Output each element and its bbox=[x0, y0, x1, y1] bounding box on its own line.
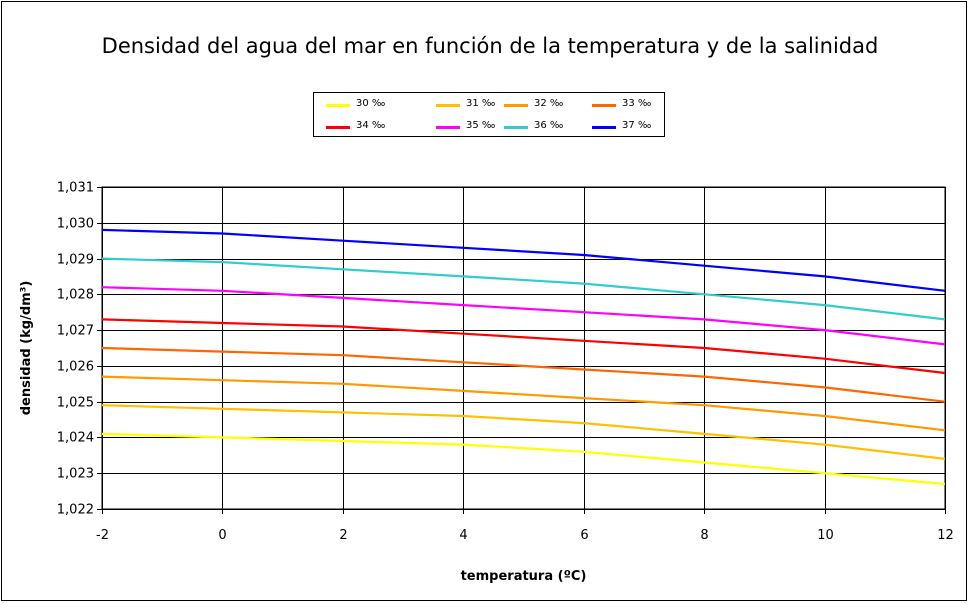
x-tick-label: 2 bbox=[339, 528, 347, 543]
legend-item: 37 ‰ bbox=[592, 119, 672, 135]
legend-item: 34 ‰ bbox=[326, 119, 406, 135]
legend-item: 31 ‰ bbox=[436, 97, 516, 113]
x-tick-label: 10 bbox=[817, 528, 834, 543]
series-line bbox=[101, 375, 946, 432]
y-tick-label: 1,026 bbox=[57, 360, 94, 375]
x-tick-label: 6 bbox=[580, 528, 588, 543]
legend-label: 33 ‰ bbox=[622, 98, 652, 109]
legend-label: 34 ‰ bbox=[356, 120, 386, 131]
legend-label: 35 ‰ bbox=[466, 120, 496, 131]
series-line bbox=[101, 286, 946, 346]
legend-label: 30 ‰ bbox=[356, 98, 386, 109]
legend-swatch bbox=[592, 126, 616, 129]
series-line bbox=[101, 228, 946, 292]
y-tick-label: 1,029 bbox=[57, 253, 94, 268]
y-axis-title: densidad (kg/dm³) bbox=[19, 281, 34, 416]
series-line bbox=[101, 404, 946, 460]
chart-title: Densidad del agua del mar en función de … bbox=[101, 34, 879, 58]
x-tick-label: -2 bbox=[96, 528, 109, 543]
y-tick-label: 1,025 bbox=[57, 396, 94, 411]
legend-item: 36 ‰ bbox=[504, 119, 584, 135]
x-tick-label: 8 bbox=[700, 528, 708, 543]
series-line bbox=[101, 346, 946, 403]
x-tick-label: 12 bbox=[937, 528, 954, 543]
legend-label: 37 ‰ bbox=[622, 120, 652, 131]
y-tick-label: 1,023 bbox=[57, 467, 94, 482]
legend-item: 30 ‰ bbox=[326, 97, 406, 113]
legend-label: 32 ‰ bbox=[534, 98, 564, 109]
legend-swatch bbox=[436, 126, 460, 129]
legend-item: 32 ‰ bbox=[504, 97, 584, 113]
legend-swatch bbox=[436, 104, 460, 107]
legend-item: 35 ‰ bbox=[436, 119, 516, 135]
y-tick-label: 1,027 bbox=[57, 324, 94, 339]
x-axis-title: temperatura (ºC) bbox=[461, 569, 587, 584]
legend-swatch bbox=[326, 126, 350, 129]
legend-label: 36 ‰ bbox=[534, 120, 564, 131]
series-line bbox=[101, 318, 946, 375]
legend-swatch bbox=[592, 104, 616, 107]
y-tick-label: 1,030 bbox=[57, 217, 94, 232]
y-tick-label: 1,024 bbox=[57, 431, 94, 446]
legend: 30 ‰ 31 ‰ 32 ‰ 33 ‰ 34 ‰ 35 ‰ 36 ‰ 37 ‰ bbox=[313, 92, 665, 137]
series-line bbox=[101, 432, 946, 486]
legend-swatch bbox=[504, 104, 528, 107]
legend-label: 31 ‰ bbox=[466, 98, 496, 109]
y-tick-label: 1,028 bbox=[57, 288, 94, 303]
legend-swatch bbox=[326, 104, 350, 107]
legend-item: 33 ‰ bbox=[592, 97, 672, 113]
series-line bbox=[101, 257, 946, 321]
x-tick-label: 0 bbox=[218, 528, 226, 543]
x-tick-label: 4 bbox=[459, 528, 467, 543]
plot-background bbox=[101, 186, 946, 510]
y-tick-label: 1,031 bbox=[57, 181, 94, 196]
legend-swatch bbox=[504, 126, 528, 129]
y-tick-label: 1,022 bbox=[57, 503, 94, 518]
